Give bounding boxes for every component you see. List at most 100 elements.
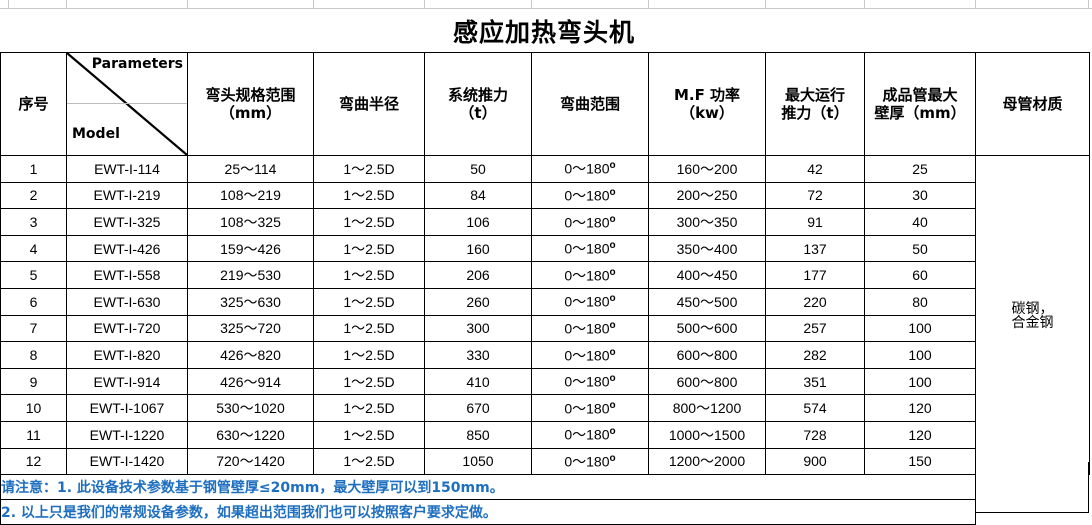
cell-range: 325～630 — [187, 287, 314, 316]
document-title-band: 感应加热弯头机 — [0, 9, 1092, 52]
cell-model: EWT-I-914 — [66, 367, 188, 396]
cell-angle: 0～180o — [531, 155, 649, 183]
cell-range: 426～820 — [187, 341, 314, 369]
cell-model: EWT-I-558 — [66, 261, 188, 289]
table-row: 4 EWT-I-426 159～426 1～2.5D 160 0～180o 35… — [0, 234, 1090, 263]
cell-power: 300～350 — [648, 208, 766, 236]
cell-angle-value: 0～180 — [564, 427, 610, 444]
cell-radius: 1～2.5D — [313, 287, 425, 316]
cell-model: EWT-I-114 — [66, 155, 188, 183]
cell-radius: 1～2.5D — [313, 261, 425, 289]
cell-power: 800～1200 — [648, 394, 766, 422]
cell-range: 426～914 — [187, 367, 314, 396]
cell-seq: 6 — [0, 287, 67, 316]
cell-power: 500～600 — [648, 314, 766, 343]
table-body: 1 EWT-I-114 25～114 1～2.5D 50 0～180o 160～… — [0, 154, 1090, 525]
header-cell-material: 母管材质 — [975, 52, 1090, 156]
cell-angle: 0～180o — [531, 181, 649, 210]
cell-maxthrust: 574 — [765, 394, 865, 422]
cell-range: 720～1420 — [187, 447, 314, 476]
diagonal-divider-icon — [67, 53, 187, 155]
cell-radius: 1～2.5D — [313, 181, 425, 210]
cell-model: EWT-I-426 — [66, 234, 188, 263]
cell-wall: 100 — [864, 341, 976, 369]
cell-angle-value: 0～180 — [564, 347, 610, 364]
table-row: 2 EWT-I-219 108～219 1～2.5D 84 0～180o 200… — [0, 181, 1090, 210]
header-label-seq: 序号 — [18, 94, 49, 113]
cell-angle-unit: o — [609, 320, 616, 332]
cell-range: 325～720 — [187, 314, 314, 343]
cell-wall: 40 — [864, 208, 976, 236]
cell-radius: 1～2.5D — [313, 367, 425, 396]
cell-angle-value: 0～180 — [564, 161, 610, 178]
cell-thrust: 84 — [424, 181, 532, 210]
page-title: 感应加热弯头机 — [452, 17, 635, 47]
cell-angle: 0～180o — [531, 367, 649, 396]
corner-divider-line — [67, 103, 187, 104]
cell-wall: 30 — [864, 181, 976, 210]
header-label-wall-line2: 壁厚（mm） — [874, 104, 966, 122]
cell-material-merged: 碳钢， 合金钢 — [975, 154, 1090, 476]
cell-thrust: 260 — [424, 287, 532, 316]
cell-wall: 100 — [864, 367, 976, 396]
cell-power: 1000～1500 — [648, 420, 766, 449]
cell-angle-unit: o — [609, 399, 616, 411]
cell-angle: 0～180o — [531, 287, 649, 316]
cell-radius: 1～2.5D — [313, 394, 425, 422]
cell-maxthrust: 91 — [765, 208, 865, 236]
note-text-1: 请注意：1. 此设备技术参数基于钢管壁厚≤20mm，最大壁厚可以到150mm。 — [0, 474, 976, 501]
material-column-tail — [975, 462, 1089, 513]
header-label-radius: 弯曲半径 — [338, 94, 399, 113]
header-label-parameters: Parameters — [91, 56, 183, 72]
cell-wall: 60 — [864, 261, 976, 289]
cell-wall: 120 — [864, 394, 976, 422]
header-cell-maxthrust: 最大运行 推力（t） — [765, 52, 865, 156]
cell-angle-unit: o — [609, 240, 616, 252]
cell-range: 630～1220 — [187, 420, 314, 449]
cell-angle-unit: o — [609, 346, 616, 358]
cell-angle: 0～180o — [531, 234, 649, 263]
cell-seq: 12 — [0, 447, 67, 476]
cell-angle-value: 0～180 — [564, 400, 610, 417]
cell-power: 200～250 — [648, 181, 766, 210]
table-row: 10 EWT-I-1067 530～1020 1～2.5D 670 0～180o… — [0, 394, 1090, 422]
cell-seq: 11 — [0, 420, 67, 449]
cell-radius: 1～2.5D — [313, 314, 425, 343]
header-label-model: Model — [72, 126, 120, 142]
table-row: 7 EWT-I-720 325～720 1～2.5D 300 0～180o 50… — [0, 314, 1090, 343]
header-label-material: 母管材质 — [1002, 94, 1063, 113]
cell-seq: 5 — [0, 261, 67, 289]
table-row: 1 EWT-I-114 25～114 1～2.5D 50 0～180o 160～… — [0, 154, 1090, 476]
cell-wall: 120 — [864, 420, 976, 449]
cell-angle-value: 0～180 — [564, 453, 610, 470]
cell-range: 108～219 — [187, 181, 314, 210]
cell-power: 600～800 — [648, 341, 766, 369]
cell-thrust: 850 — [424, 420, 532, 449]
cell-power: 450～500 — [648, 287, 766, 316]
cell-angle: 0～180o — [531, 447, 649, 476]
cell-thrust: 50 — [424, 155, 532, 183]
cell-wall: 100 — [864, 314, 976, 343]
table-row: 11 EWT-I-1220 630～1220 1～2.5D 850 0～180o… — [0, 420, 1090, 449]
cell-maxthrust: 72 — [765, 181, 865, 210]
cell-angle-unit: o — [609, 213, 616, 225]
cell-model: EWT-I-1220 — [66, 420, 188, 449]
header-label-range-line2: （mm） — [219, 104, 282, 122]
table-header-row: 序号 Parameters Model 弯头规格范围 （mm） — [0, 52, 1090, 156]
cell-range: 219～530 — [187, 261, 314, 289]
cell-range: 108～325 — [187, 208, 314, 236]
cell-thrust: 410 — [424, 367, 532, 396]
cell-angle-value: 0～180 — [564, 320, 610, 337]
cell-angle-value: 0～180 — [564, 373, 610, 390]
cell-angle: 0～180o — [531, 208, 649, 236]
cell-model: EWT-I-820 — [66, 341, 188, 369]
cell-angle-unit: o — [609, 293, 616, 305]
header-label-thrust-line1: 系统推力 — [447, 85, 508, 104]
cell-power: 600～800 — [648, 367, 766, 396]
cell-seq: 1 — [0, 155, 67, 183]
cell-angle: 0～180o — [531, 394, 649, 422]
cell-angle-value: 0～180 — [564, 267, 610, 284]
note-row-1: 请注意：1. 此设备技术参数基于钢管壁厚≤20mm，最大壁厚可以到150mm。 — [0, 474, 1090, 501]
spreadsheet-gridline-strip — [0, 0, 1092, 9]
cell-angle-unit: o — [609, 426, 616, 438]
